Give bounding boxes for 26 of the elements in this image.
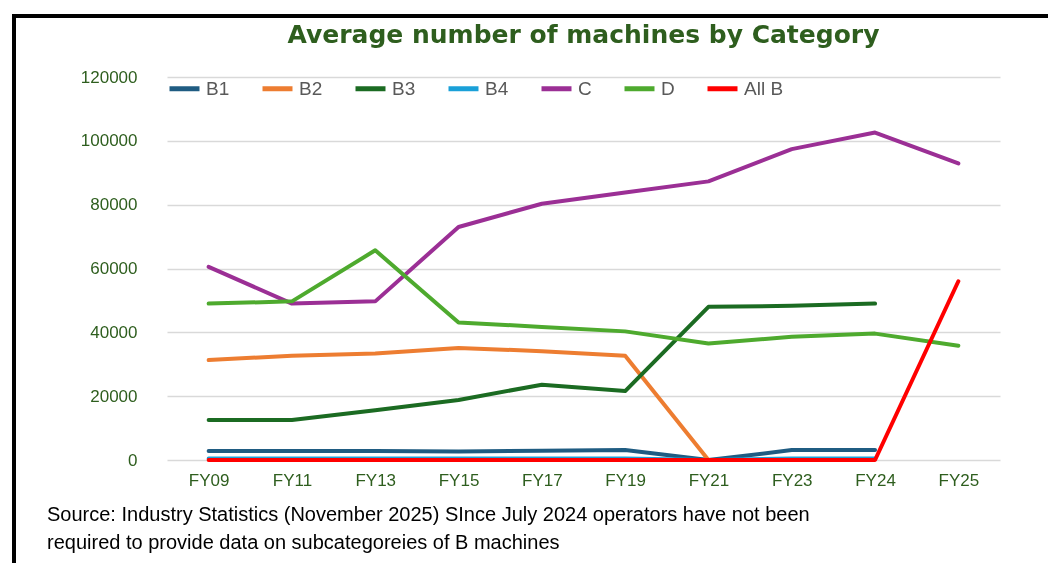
x-tick-label: FY25 bbox=[938, 470, 980, 490]
legend-label: D bbox=[661, 77, 675, 99]
y-tick-label: 120000 bbox=[80, 67, 138, 87]
y-tick-label: 0 bbox=[128, 450, 138, 470]
x-tick-label: FY23 bbox=[771, 470, 813, 490]
legend-label: C bbox=[578, 77, 592, 99]
x-tick-label: FY09 bbox=[188, 470, 230, 490]
legend-label: B1 bbox=[206, 77, 230, 99]
y-tick-label: 40000 bbox=[90, 322, 138, 342]
legend-label: B3 bbox=[392, 77, 416, 99]
x-tick-label: FY24 bbox=[855, 470, 896, 490]
chart-title: Average number of machines by Category bbox=[287, 20, 880, 49]
x-tick-label: FY19 bbox=[605, 470, 646, 490]
x-tick-label: FY15 bbox=[438, 470, 480, 490]
y-tick-label: 100000 bbox=[80, 131, 138, 151]
x-tick-label: FY13 bbox=[355, 470, 397, 490]
x-tick-label: FY21 bbox=[688, 470, 730, 490]
y-tick-label: 60000 bbox=[90, 259, 138, 278]
legend-label: All B bbox=[744, 77, 784, 99]
y-tick-label: 80000 bbox=[90, 195, 138, 215]
legend-label: B2 bbox=[299, 77, 323, 99]
source-note: Source: Industry Statistics (November 2025) SInce July 2024 operators have not been required to provide data on subcategoreies of B machines bbox=[47, 502, 811, 555]
y-tick-label: 20000 bbox=[90, 386, 138, 406]
x-tick-label: FY17 bbox=[522, 470, 563, 490]
legend-label: B4 bbox=[485, 77, 509, 99]
x-tick-label: FY11 bbox=[272, 470, 313, 490]
